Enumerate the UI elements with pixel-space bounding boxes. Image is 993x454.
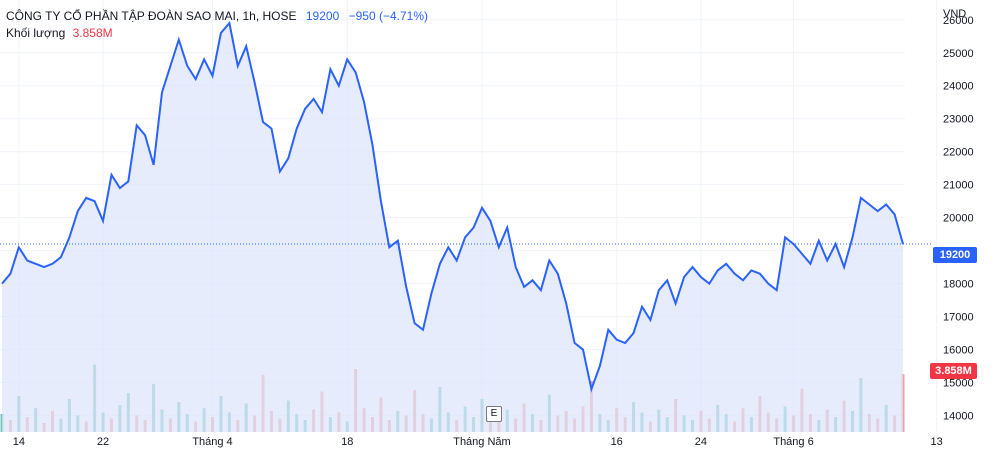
x-tick-label: 24 <box>695 436 707 448</box>
y-tick-label: 25000 <box>943 48 974 60</box>
legend-symbol-row: CÔNG TY CỔ PHẦN TẬP ĐOÀN SAO MAI, 1h, HO… <box>6 8 428 25</box>
volume-label: Khối lượng <box>6 26 66 40</box>
price-axis[interactable]: 1400015000160001700018000190002000021000… <box>943 8 974 423</box>
legend-volume-row: Khối lượng 3.858M <box>6 25 428 42</box>
volume-value: 3.858M <box>72 26 113 40</box>
legend-price: 19200 <box>305 9 340 23</box>
y-tick-label: 21000 <box>943 180 974 192</box>
y-tick-label: 15000 <box>943 378 974 390</box>
x-tick-label: 16 <box>611 436 623 448</box>
x-tick-label: Tháng 4 <box>192 436 232 448</box>
x-tick-label: 22 <box>97 436 109 448</box>
current-price-badge: 19200 <box>933 247 977 263</box>
symbol-title: CÔNG TY CỔ PHẦN TẬP ĐOÀN SAO MAI, 1h, HO… <box>6 9 297 23</box>
legend-change: −950 (−4.71%) <box>348 9 428 23</box>
current-volume-badge: 3.858M <box>930 363 977 379</box>
y-tick-label: 24000 <box>943 81 974 93</box>
x-tick-label: 18 <box>341 436 353 448</box>
chart-legend: CÔNG TY CỔ PHẦN TẬP ĐOÀN SAO MAI, 1h, HO… <box>6 8 428 42</box>
earnings-marker-icon[interactable]: E <box>486 406 502 422</box>
y-tick-label: 22000 <box>943 147 974 159</box>
y-tick-label: 14000 <box>943 411 974 423</box>
x-tick-label: 13 <box>931 436 943 448</box>
price-area-fill <box>2 23 903 432</box>
y-tick-label: 18000 <box>943 279 974 291</box>
currency-label: VND <box>943 8 966 20</box>
x-tick-label: 14 <box>13 436 25 448</box>
y-tick-label: 20000 <box>943 213 974 225</box>
x-tick-label: Tháng 6 <box>773 436 813 448</box>
price-line <box>1 20 904 393</box>
x-tick-label: Tháng Năm <box>453 436 510 448</box>
y-tick-label: 16000 <box>943 345 974 357</box>
y-tick-label: 26000 <box>943 15 974 27</box>
y-tick-label: 23000 <box>943 114 974 126</box>
y-tick-label: 17000 <box>943 312 974 324</box>
time-axis[interactable]: 14 22 Tháng 4 18 Tháng Năm 16 24 Tháng 6 13 <box>13 436 943 448</box>
